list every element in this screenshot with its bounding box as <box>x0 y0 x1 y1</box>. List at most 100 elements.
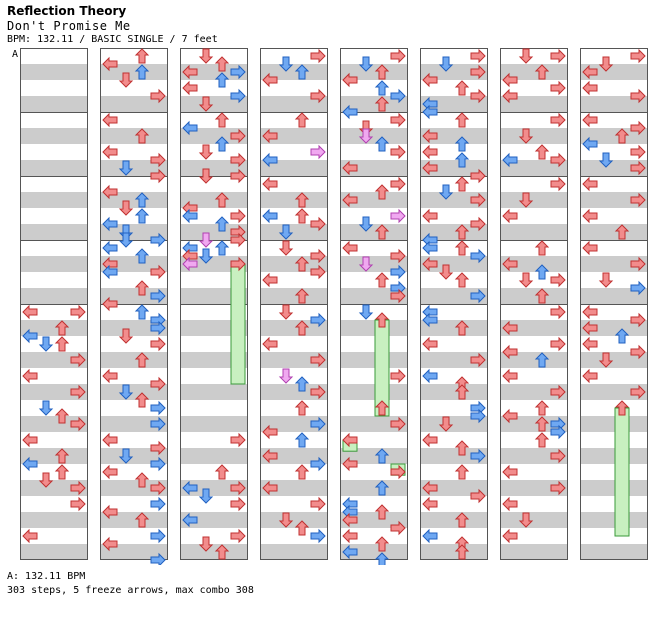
step-arrow-left <box>582 304 598 320</box>
step-arrow-up <box>534 432 550 448</box>
step-arrow-left <box>502 368 518 384</box>
step-arrow-right <box>310 264 326 280</box>
step-arrow-left <box>342 544 358 560</box>
step-arrow-down <box>38 400 54 416</box>
step-arrow-up <box>54 336 70 352</box>
step-arrow-up <box>134 472 150 488</box>
step-arrow-left <box>502 152 518 168</box>
step-arrow-down <box>118 448 134 464</box>
step-arrow-left <box>502 88 518 104</box>
step-arrow-up <box>534 64 550 80</box>
step-arrow-left <box>422 496 438 512</box>
step-arrow-down <box>358 128 374 144</box>
step-arrow-up <box>614 128 630 144</box>
step-arrow-left <box>422 336 438 352</box>
step-arrow-right <box>230 64 246 80</box>
step-arrow-right <box>470 88 486 104</box>
step-arrow-left <box>102 536 118 552</box>
step-arrow-left <box>582 80 598 96</box>
step-arrow-left <box>342 432 358 448</box>
step-arrow-up <box>294 112 310 128</box>
step-arrow-left <box>422 160 438 176</box>
step-arrow-right <box>470 448 486 464</box>
step-arrow-left <box>262 72 278 88</box>
step-arrow-right <box>630 312 646 328</box>
step-arrow-right <box>150 552 166 565</box>
step-arrow-down <box>518 48 534 64</box>
step-arrow-up <box>454 464 470 480</box>
chart-header: Reflection Theory Don't Promise Me BPM: … <box>7 4 218 46</box>
step-arrow-down <box>598 56 614 72</box>
step-arrow-left <box>182 80 198 96</box>
step-arrow-right <box>150 496 166 512</box>
step-arrow-left <box>502 344 518 360</box>
step-arrow-right <box>230 88 246 104</box>
step-arrow-up <box>374 64 390 80</box>
step-arrow-down <box>438 264 454 280</box>
step-arrow-left <box>262 176 278 192</box>
step-arrow-up <box>214 216 230 232</box>
step-arrow-left <box>182 120 198 136</box>
step-arrow-left <box>582 64 598 80</box>
step-arrow-right <box>150 168 166 184</box>
step-arrow-up <box>294 320 310 336</box>
step-arrow-right <box>310 496 326 512</box>
step-arrow-left <box>342 104 358 120</box>
step-arrow-right <box>550 336 566 352</box>
step-arrow-left <box>342 192 358 208</box>
step-arrow-left <box>102 464 118 480</box>
step-arrow-up <box>134 248 150 264</box>
step-arrow-right <box>150 152 166 168</box>
step-arrow-up <box>294 400 310 416</box>
step-arrow-left <box>262 208 278 224</box>
bpm-legend: A: 132.11 BPM <box>7 571 86 582</box>
step-arrow-right <box>70 496 86 512</box>
step-arrow-right <box>150 232 166 248</box>
step-chart: A <box>12 48 648 565</box>
step-arrow-right <box>550 48 566 64</box>
step-arrow-right <box>70 384 86 400</box>
step-arrow-left <box>262 128 278 144</box>
step-arrow-right <box>150 400 166 416</box>
chart-column <box>580 48 648 560</box>
step-arrow-left <box>422 104 438 120</box>
step-arrow-up <box>534 240 550 256</box>
step-arrow-right <box>630 192 646 208</box>
step-arrow-left <box>422 240 438 256</box>
step-arrow-left <box>102 504 118 520</box>
step-arrow-up <box>374 536 390 552</box>
step-arrow-right <box>310 144 326 160</box>
step-arrow-left <box>342 512 358 528</box>
step-arrow-right <box>630 48 646 64</box>
step-arrow-left <box>422 312 438 328</box>
step-arrow-right <box>470 192 486 208</box>
step-arrow-left <box>582 336 598 352</box>
chart-column <box>260 48 328 560</box>
step-arrow-down <box>358 56 374 72</box>
step-arrow-left <box>182 256 198 272</box>
step-arrow-up <box>294 64 310 80</box>
step-arrow-right <box>470 248 486 264</box>
step-arrow-up <box>214 136 230 152</box>
step-arrow-right <box>550 304 566 320</box>
step-arrow-up <box>534 416 550 432</box>
step-arrow-left <box>262 272 278 288</box>
song-name: Don't Promise Me <box>7 19 131 33</box>
step-arrow-down <box>118 328 134 344</box>
step-arrow-left <box>422 256 438 272</box>
step-arrow-up <box>374 184 390 200</box>
step-arrow-up <box>134 128 150 144</box>
step-arrow-down <box>278 240 294 256</box>
step-arrow-left <box>422 144 438 160</box>
step-arrow-down <box>278 304 294 320</box>
step-arrow-right <box>550 480 566 496</box>
step-arrow-left <box>182 480 198 496</box>
step-arrow-right <box>390 48 406 64</box>
step-arrow-up <box>374 136 390 152</box>
step-arrow-up <box>534 400 550 416</box>
step-arrow-up <box>214 56 230 72</box>
step-arrow-left <box>102 112 118 128</box>
step-arrow-up <box>534 144 550 160</box>
step-arrow-right <box>150 376 166 392</box>
step-arrow-right <box>230 208 246 224</box>
